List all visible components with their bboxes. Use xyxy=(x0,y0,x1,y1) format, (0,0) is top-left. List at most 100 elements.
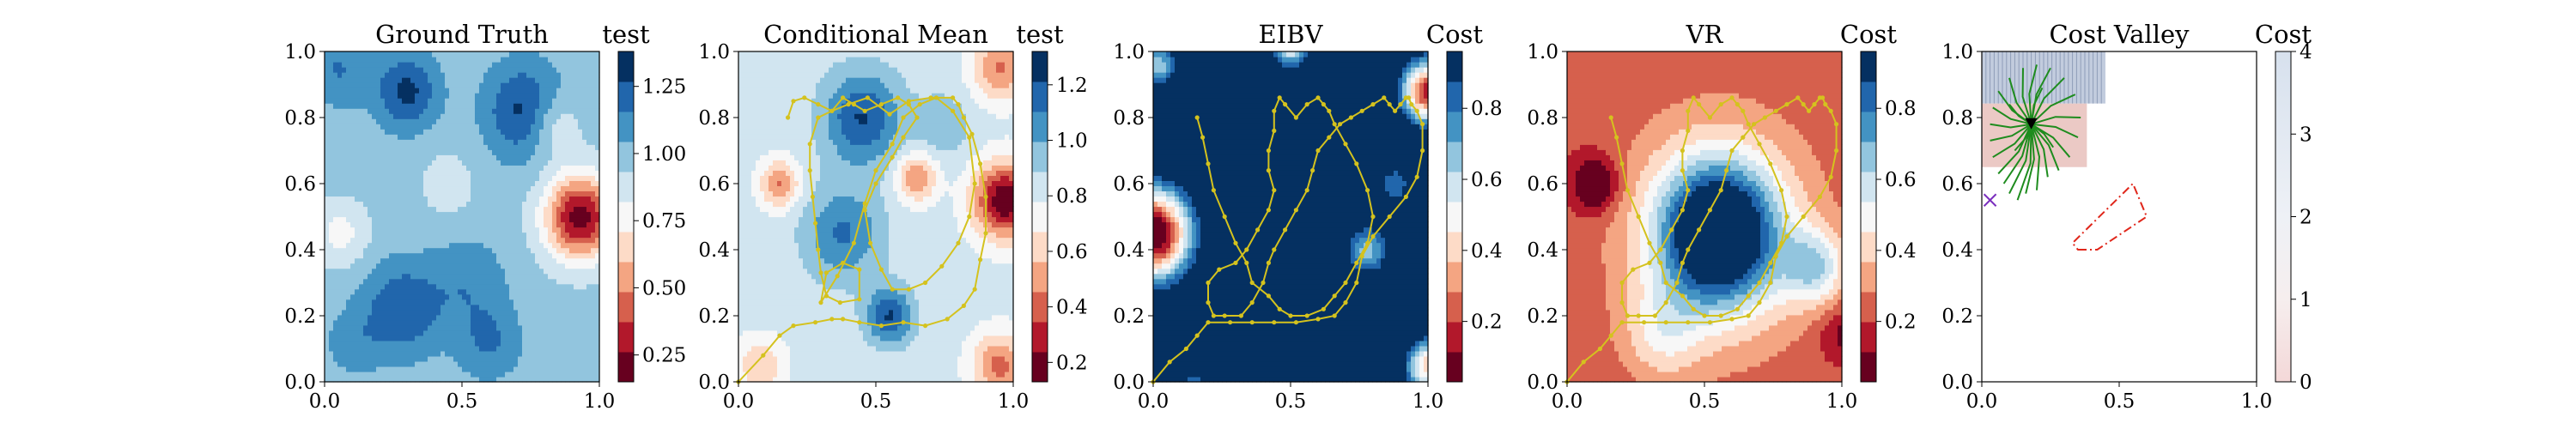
heatmap-cell xyxy=(466,283,471,290)
heatmap-cell xyxy=(522,129,527,135)
heatmap-cell xyxy=(595,304,600,311)
heatmap-cell xyxy=(359,144,364,150)
heatmap-cell xyxy=(747,268,752,275)
heatmap-cell xyxy=(333,360,338,367)
heatmap-cell xyxy=(329,376,334,383)
heatmap-cell xyxy=(561,139,566,145)
heatmap-cell xyxy=(769,366,774,372)
heatmap-cell xyxy=(428,165,433,171)
heatmap-cell xyxy=(479,180,484,187)
heatmap-cell xyxy=(449,340,454,347)
heatmap-cell xyxy=(591,360,596,367)
heatmap-cell xyxy=(738,154,744,160)
heatmap-cell xyxy=(513,257,519,264)
heatmap-cell xyxy=(445,196,450,202)
heatmap-cell xyxy=(488,154,493,160)
heatmap-cell xyxy=(535,299,540,305)
heatmap-cell xyxy=(428,201,433,208)
heatmap-cell xyxy=(574,278,579,285)
heatmap-cell xyxy=(535,329,540,336)
heatmap-cell xyxy=(552,113,557,119)
heatmap-cell xyxy=(747,144,752,150)
heatmap-cell xyxy=(479,72,484,78)
heatmap-cell xyxy=(337,232,343,239)
heatmap-cell xyxy=(333,180,338,187)
heatmap-cell xyxy=(769,232,774,239)
heatmap-cell xyxy=(466,88,471,94)
heatmap-cell xyxy=(522,299,527,305)
heatmap-cell xyxy=(453,67,459,73)
heatmap-cell xyxy=(548,304,553,311)
heatmap-cell xyxy=(548,340,553,347)
heatmap-cell xyxy=(786,206,791,213)
heatmap-cell xyxy=(471,319,476,326)
heatmap-cell xyxy=(337,319,343,326)
heatmap-cell xyxy=(738,283,744,290)
heatmap-cell xyxy=(445,314,450,321)
heatmap-cell xyxy=(440,237,446,244)
heatmap-cell xyxy=(363,129,368,135)
heatmap-cell xyxy=(548,371,553,378)
heatmap-cell xyxy=(423,340,428,347)
heatmap-cell xyxy=(561,190,566,197)
heatmap-cell xyxy=(548,88,553,94)
heatmap-cell xyxy=(591,355,596,362)
heatmap-cell xyxy=(569,77,574,83)
heatmap-cell xyxy=(355,221,360,228)
heatmap-cell xyxy=(359,283,364,290)
heatmap-cell xyxy=(449,288,454,295)
heatmap-cell xyxy=(513,113,519,119)
heatmap-cell xyxy=(552,93,557,99)
heatmap-cell xyxy=(591,206,596,213)
heatmap-cell xyxy=(333,247,338,254)
heatmap-cell xyxy=(565,62,570,68)
heatmap-cell xyxy=(462,62,467,68)
heatmap-cell xyxy=(764,371,769,378)
heatmap-cell xyxy=(440,371,446,378)
heatmap-cell xyxy=(329,139,334,145)
heatmap-cell xyxy=(458,160,463,166)
heatmap-cell xyxy=(790,165,795,171)
heatmap-cell xyxy=(398,62,403,68)
heatmap-cell xyxy=(595,273,600,280)
heatmap-cell xyxy=(764,335,769,341)
heatmap-cell xyxy=(569,108,574,114)
heatmap-cell xyxy=(790,360,795,367)
heatmap-cell xyxy=(479,232,484,239)
heatmap-cell xyxy=(458,366,463,372)
heatmap-cell xyxy=(535,257,540,264)
heatmap-cell xyxy=(488,257,493,264)
heatmap-cell xyxy=(342,113,347,119)
heatmap-cell xyxy=(518,201,523,208)
heatmap-cell xyxy=(475,263,480,269)
heatmap-cell xyxy=(513,324,519,331)
heatmap-cell xyxy=(372,72,377,78)
heatmap-cell xyxy=(505,366,510,372)
heatmap-cell xyxy=(393,324,398,331)
heatmap-cell xyxy=(535,62,540,68)
heatmap-cell xyxy=(794,278,799,285)
heatmap-cell xyxy=(410,190,416,197)
heatmap-cell xyxy=(466,288,471,295)
heatmap-cell xyxy=(526,340,532,347)
heatmap-cell xyxy=(769,149,774,155)
heatmap-cell xyxy=(531,124,536,130)
heatmap-cell xyxy=(423,185,428,192)
heatmap-cell xyxy=(372,252,377,259)
heatmap-cell xyxy=(526,278,532,285)
heatmap-cell xyxy=(355,57,360,63)
heatmap-cell xyxy=(518,51,523,57)
heatmap-cell xyxy=(544,124,549,130)
heatmap-cell xyxy=(402,154,407,160)
heatmap-cell xyxy=(501,129,506,135)
heatmap-cell xyxy=(786,67,791,73)
heatmap-cell xyxy=(544,206,549,213)
heatmap-cell xyxy=(595,366,600,372)
heatmap-cell xyxy=(548,190,553,197)
heatmap-cell xyxy=(333,82,338,88)
heatmap-cell xyxy=(376,273,381,280)
heatmap-cell xyxy=(526,57,532,63)
heatmap-cell xyxy=(496,196,501,202)
heatmap-cell xyxy=(466,273,471,280)
heatmap-cell xyxy=(402,196,407,202)
